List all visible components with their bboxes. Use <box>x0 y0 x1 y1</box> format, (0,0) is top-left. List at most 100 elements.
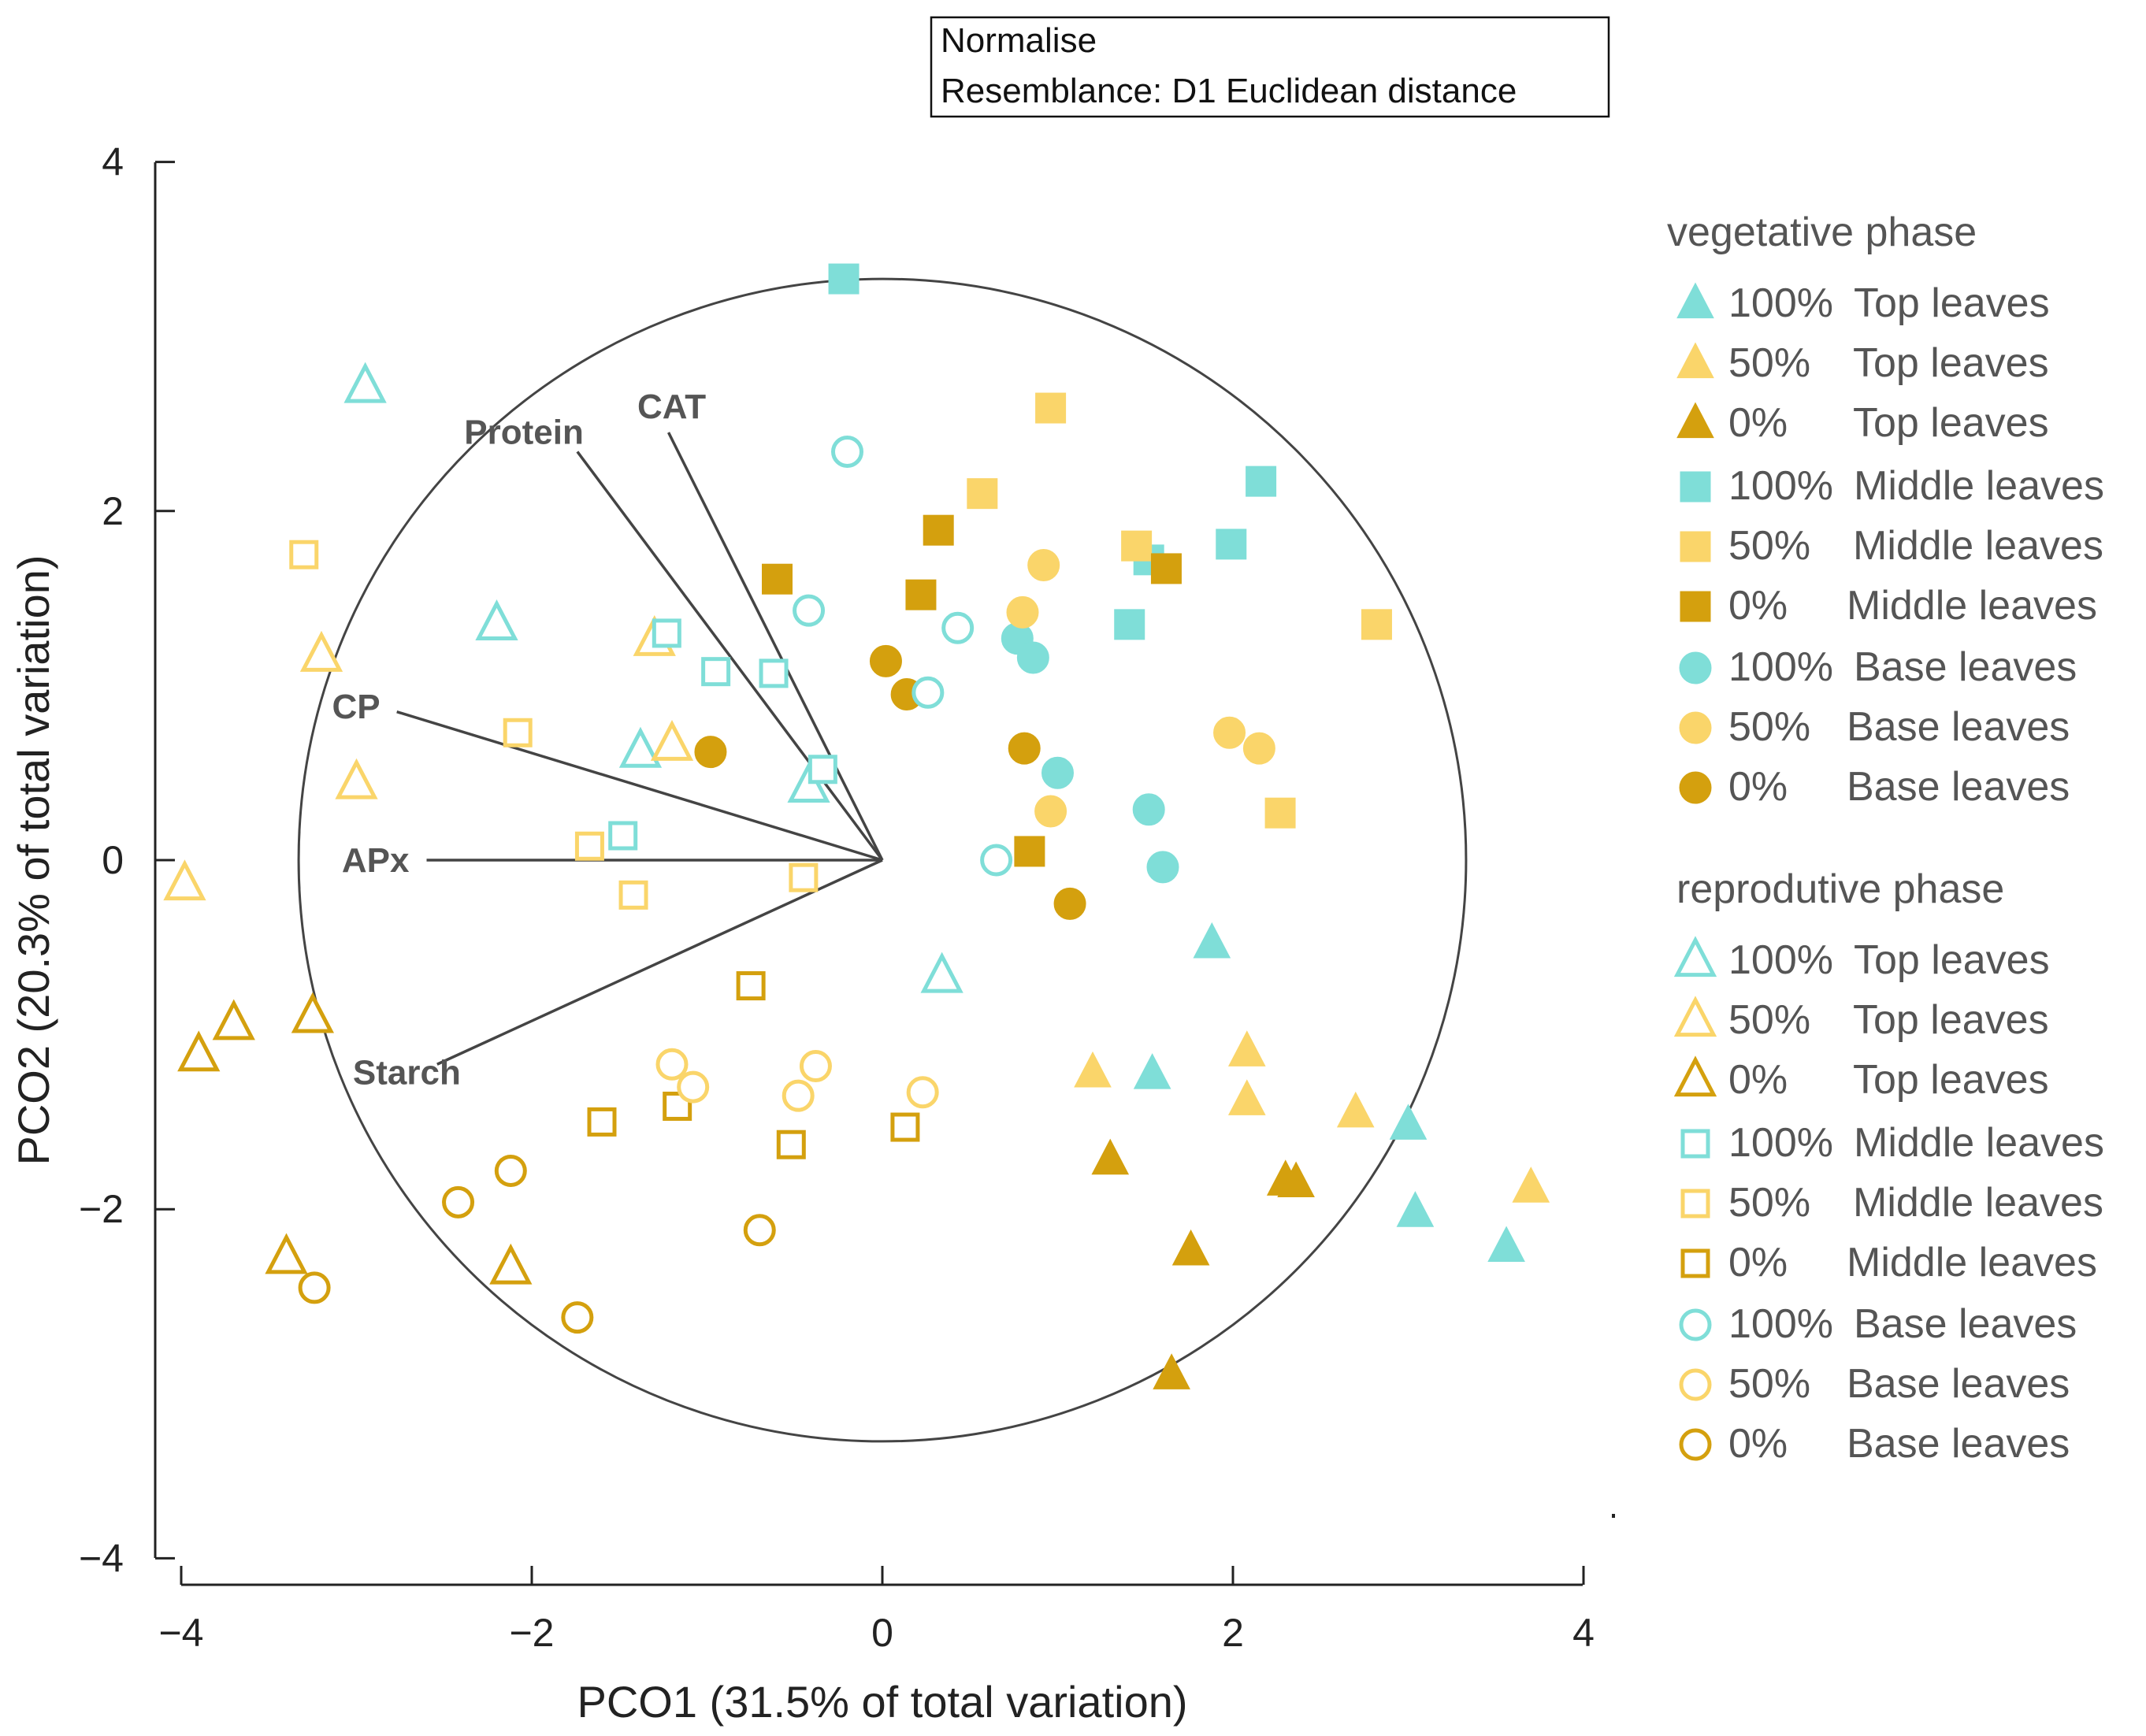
legend-swatch-circle <box>1679 1428 1712 1461</box>
annotation-line-1: Normalise <box>941 21 1097 60</box>
legend-item: 100% Base leaves <box>1679 1301 2077 1347</box>
data-point-square <box>762 563 793 595</box>
legend-item: 100% Base leaves <box>1679 644 2077 690</box>
legend-position: Top leaves <box>1854 937 2050 983</box>
data-point-square <box>759 658 789 688</box>
data-point-circle <box>298 1271 331 1304</box>
legend-item: 50% Top leaves <box>1673 996 2049 1043</box>
legend-item: 50% Middle leaves <box>1680 523 2103 569</box>
data-points <box>163 263 1550 1389</box>
legend-position: Base leaves <box>1847 764 2070 810</box>
data-point-triangle <box>650 719 694 761</box>
vector-label-apx: APx <box>342 841 410 880</box>
legend-swatch-triangle <box>1676 402 1714 439</box>
data-point-circle <box>1053 887 1086 920</box>
legend-swatch-square <box>1680 1248 1710 1278</box>
data-point-triangle <box>1396 1191 1435 1227</box>
data-point-circle <box>1242 732 1275 765</box>
data-point-circle <box>1213 716 1246 749</box>
legend-swatch-square <box>1680 591 1711 622</box>
legend-level: 0% <box>1728 1057 1788 1103</box>
data-point-circle <box>831 435 863 468</box>
series-vegetative-0pct-top-leaves <box>1091 1138 1315 1389</box>
data-point-triangle <box>1512 1167 1550 1203</box>
data-point-square <box>1246 466 1277 497</box>
legend-level: 50% <box>1728 1180 1810 1226</box>
legend-level: 50% <box>1728 997 1810 1043</box>
data-point-circle <box>799 1049 832 1082</box>
data-point-square <box>1216 529 1247 560</box>
legend-swatch-circle <box>1679 711 1712 744</box>
data-point-circle <box>1016 641 1049 674</box>
legend-position: Top leaves <box>1853 400 2049 446</box>
legend-position: Middle leaves <box>1847 1240 2097 1285</box>
data-point-triangle <box>1487 1226 1525 1263</box>
data-point-circle <box>1034 795 1067 828</box>
data-point-square <box>574 831 604 861</box>
legend-position: Base leaves <box>1847 704 2070 750</box>
data-point-square <box>1361 609 1392 640</box>
data-point-triangle <box>1171 1229 1210 1266</box>
legend-swatch-circle <box>1679 651 1712 684</box>
legend-level: 50% <box>1728 523 1810 569</box>
legend-level: 50% <box>1728 1361 1810 1407</box>
data-point-triangle <box>1153 1353 1190 1389</box>
correlation-circle <box>297 277 1468 1443</box>
series-vegetative-50pct-base-leaves <box>1006 548 1275 828</box>
data-point-circle <box>442 1185 475 1219</box>
x-tick-label: 4 <box>1572 1611 1595 1655</box>
legend-item: 50% Middle leaves <box>1680 1180 2103 1226</box>
y-axis-ticks: 4 2 0 −2 −4 <box>79 140 175 1580</box>
data-point-circle <box>869 644 902 677</box>
data-point-circle <box>906 1076 939 1109</box>
data-point-square <box>890 1112 920 1142</box>
legend-level: 100% <box>1728 280 1833 326</box>
vector-starch <box>436 859 883 1066</box>
legend-item: 100% Top leaves <box>1676 280 2050 326</box>
legend-level: 0% <box>1728 764 1788 810</box>
data-point-square <box>1150 553 1182 584</box>
data-point-square <box>923 514 954 546</box>
legend-swatch-square <box>1680 531 1711 562</box>
data-point-circle <box>743 1214 776 1247</box>
x-axis-label: PCO1 (31.5% of total variation) <box>577 1677 1187 1727</box>
data-point-square <box>1114 609 1145 640</box>
data-point-circle <box>1041 756 1074 789</box>
legend-item: 0% Top leaves <box>1676 400 2049 446</box>
series-reproductive-0pct-base-leaves <box>298 1154 776 1334</box>
y-tick-label: 4 <box>102 140 124 184</box>
legend-level: 100% <box>1728 463 1833 509</box>
data-point-square <box>701 657 731 687</box>
data-point-square <box>618 880 648 910</box>
legend-item: 100% Top leaves <box>1673 936 2050 983</box>
legend-item: 0% Base leaves <box>1679 764 2070 810</box>
data-point-square <box>736 971 766 1001</box>
series-reproductive-0pct-top-leaves <box>177 992 533 1285</box>
data-point-triangle <box>1193 922 1231 959</box>
data-point-circle <box>1006 595 1039 629</box>
data-point-triangle <box>335 758 378 799</box>
correlation-vectors: Protein CAT CP APx Starch <box>297 277 1468 1443</box>
legend-item: 0% Top leaves <box>1673 1055 2049 1103</box>
legend-swatch-triangle <box>1673 996 1717 1037</box>
legend-item: 100% Middle leaves <box>1680 463 2104 509</box>
data-point-triangle <box>1091 1138 1130 1175</box>
legend-swatch-triangle <box>1673 1055 1717 1097</box>
y-tick-label: −4 <box>79 1536 124 1580</box>
legend-level: 100% <box>1728 644 1833 690</box>
data-point-triangle <box>299 630 343 672</box>
data-point-circle <box>1008 732 1041 765</box>
legend-item: 50% Base leaves <box>1679 1361 2070 1407</box>
legend-swatch-triangle <box>1673 936 1717 977</box>
y-tick-label: −2 <box>79 1187 124 1231</box>
vector-label-starch: Starch <box>353 1053 461 1092</box>
data-point-triangle <box>1336 1091 1375 1128</box>
data-point-circle <box>941 611 975 644</box>
data-point-circle <box>1027 548 1060 581</box>
data-point-square <box>1121 530 1153 562</box>
legend-item: 0% Middle leaves <box>1680 583 2097 629</box>
data-point-square <box>587 1107 617 1137</box>
data-point-triangle <box>1227 1030 1266 1066</box>
